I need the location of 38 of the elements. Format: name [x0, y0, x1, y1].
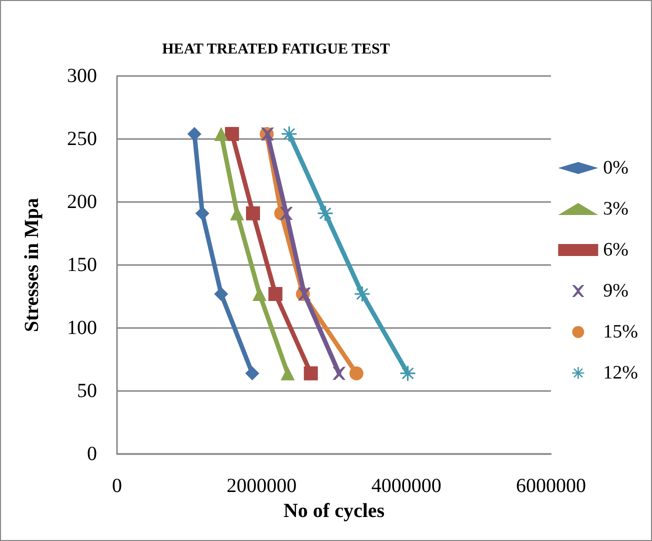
y-tick-label: 300	[67, 65, 97, 87]
point	[268, 286, 282, 301]
legend-label: 6%	[603, 240, 629, 260]
chart-title: HEAT TREATED FATIGUE TEST	[162, 42, 390, 58]
point	[195, 206, 210, 220]
point	[280, 366, 295, 380]
legend-label: 9%	[603, 280, 629, 302]
point	[282, 126, 297, 142]
x-tick-label: 2000000	[226, 475, 297, 497]
point	[252, 286, 266, 301]
point	[400, 366, 416, 381]
point	[304, 366, 318, 380]
x-tick-label: 4000000	[371, 475, 442, 497]
legend-label: 3%	[603, 198, 629, 220]
legend-label: 12%	[603, 362, 638, 384]
point	[354, 286, 370, 302]
y-tick-label: 250	[67, 128, 97, 150]
legend-label: 0%	[603, 158, 629, 178]
point	[280, 206, 293, 220]
y-axis-title: Stresses in Mpa	[21, 198, 43, 332]
point	[245, 366, 260, 380]
point	[187, 126, 202, 141]
point	[214, 126, 228, 141]
y-tick-label: 0	[87, 443, 97, 465]
point	[349, 366, 364, 380]
legend-label: 15%	[603, 322, 638, 342]
y-tick-label: 150	[67, 254, 97, 276]
point	[214, 286, 228, 301]
x-axis-title: No of cycles	[283, 500, 385, 522]
x-tick-label: 0	[112, 475, 122, 497]
y-tick-label: 200	[67, 191, 97, 213]
point	[332, 366, 346, 380]
x-tick-label: 6000000	[516, 475, 586, 497]
y-tick-label: 50	[77, 380, 97, 402]
point	[318, 206, 333, 221]
point	[246, 206, 260, 220]
y-tick-label: 100	[67, 317, 97, 339]
point	[225, 126, 240, 141]
